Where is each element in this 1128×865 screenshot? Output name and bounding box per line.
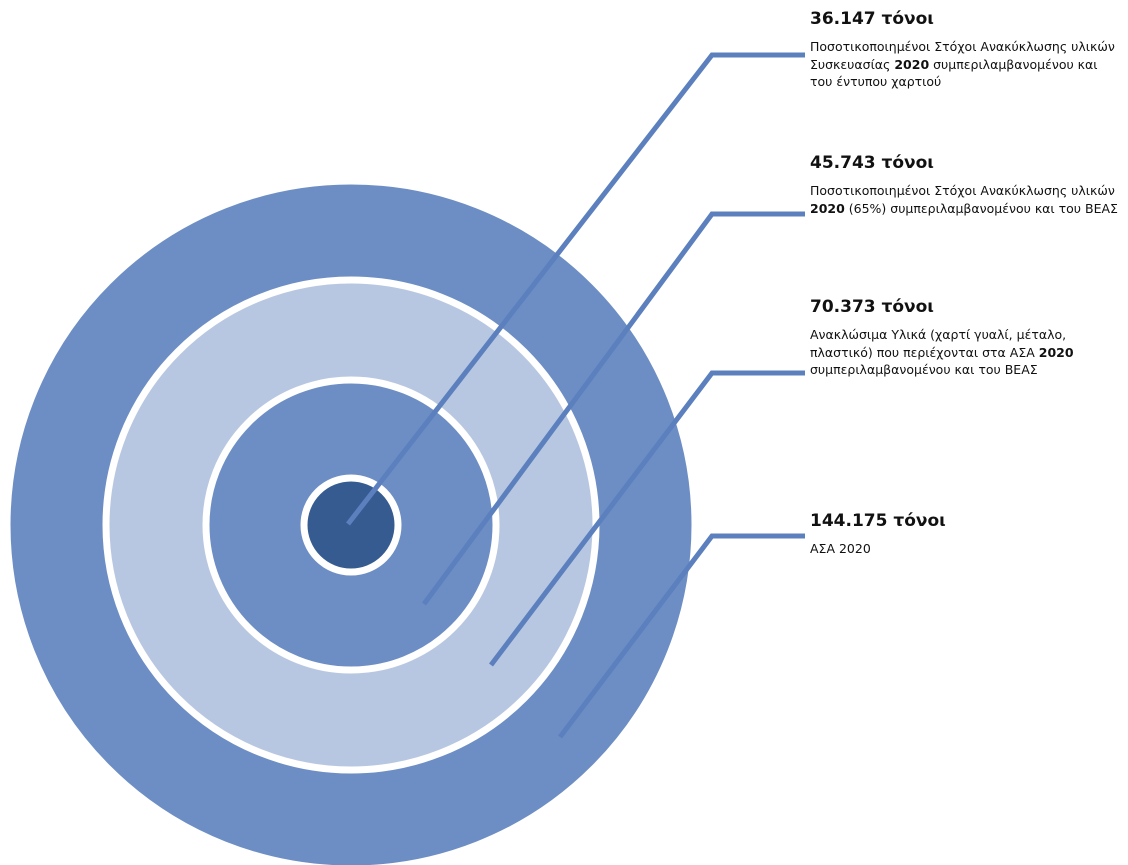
leader-line-2 [421,211,805,606]
tier-description: Ποσοτικοποιημένοι Στόχοι Ανακύκλωσης υλι… [810,38,1122,91]
tier-description: Ανακλώσιμα Υλικά (χαρτί γυαλί, μέταλο, π… [810,326,1122,379]
leader-line-3 [489,370,805,667]
description-text: Ποσοτικοποιημένοι Στόχοι Ανακύκλωσης υλι… [810,39,1115,72]
tier-amount: 45.743 τόνοι [810,153,934,173]
leader-lines [346,52,805,739]
tier-amount: 36.147 τόνοι [810,9,934,29]
tier-description: Ποσοτικοποιημένοι Στόχοι Ανακύκλωσης υλι… [810,182,1122,217]
description-text: 2020 [1038,344,1074,360]
description-text: συμπεριλαμβανομένου και του έντυπου χαρτ… [810,56,1098,90]
description-text: 2020 [810,200,845,216]
description-text: 2020 [894,56,930,72]
tier-label-2: 45.743 τόνοι Ποσοτικοποιημένοι Στόχοι Αν… [810,152,1122,217]
tier-label-3: 70.373 τόνοι Ανακλώσιμα Υλικά (χαρτί γυα… [810,296,1122,379]
description-text: συμπεριλαμβανομένου και του ΒΕΑΣ [810,362,1038,377]
tier-label-1: 36.147 τόνοι Ποσοτικοποιημένοι Στόχοι Αν… [810,8,1122,91]
ring-core [300,474,402,576]
tier-label-4: 144.175 τόνοι ΑΣΑ 2020 [810,510,1122,558]
description-text: Ανακλώσιμα Υλικά (χαρτί γυαλί, μέταλο, π… [810,327,1067,360]
leader-line-1 [346,52,805,526]
target-rings [9,183,693,865]
description-text: Ποσοτικοποιημένοι Στόχοι Ανακύκλωσης υλι… [810,183,1115,198]
description-text: (65%) συμπεριλαμβανομένου και του ΒΕΑΣ [844,200,1118,216]
description-text: ΑΣΑ 2020 [810,541,871,556]
leader-line-4 [558,533,805,739]
tier-amount: 144.175 τόνοι [810,511,946,531]
tier-amount: 70.373 τόνοι [810,297,934,317]
tier-description: ΑΣΑ 2020 [810,540,1122,558]
